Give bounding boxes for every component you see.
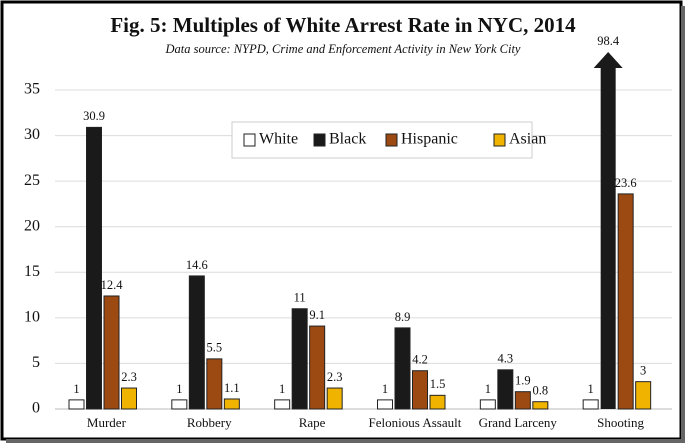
y-tick-label: 0 <box>32 400 40 417</box>
value-label: 1.5 <box>430 377 446 391</box>
y-tick-label: 30 <box>24 126 40 143</box>
bar <box>532 401 549 410</box>
value-label: 23.6 <box>615 176 637 190</box>
legend-swatch <box>385 133 398 147</box>
y-tick-label: 10 <box>24 309 40 326</box>
legend-label: White <box>259 131 298 148</box>
bar <box>274 399 291 410</box>
value-label: 3 <box>640 364 646 378</box>
legend-label: Black <box>329 131 366 148</box>
legend-swatch <box>243 133 256 147</box>
value-label: 98.4 <box>597 34 620 48</box>
value-label: 1 <box>73 382 79 396</box>
y-tick-label: 35 <box>24 81 40 98</box>
chart-title: Fig. 5: Multiples of White Arrest Rate i… <box>110 13 576 37</box>
value-label: 2.3 <box>327 370 343 384</box>
bar <box>429 394 446 410</box>
value-label: 12.4 <box>101 278 124 292</box>
bar <box>514 391 531 410</box>
value-label: 1.1 <box>224 381 240 395</box>
value-label: 1 <box>588 382 594 396</box>
bar <box>412 370 428 410</box>
value-label: 5.5 <box>207 341 223 355</box>
bar <box>121 387 137 410</box>
x-tick-label: Grand Larceny <box>479 415 558 430</box>
value-label: 4.3 <box>498 352 514 366</box>
bar <box>394 327 411 410</box>
value-label: 1 <box>279 382 285 396</box>
frame-shadow <box>681 6 685 442</box>
value-label: 2.3 <box>121 370 137 384</box>
legend-label: Asian <box>509 131 546 148</box>
value-label: 1.9 <box>515 374 531 388</box>
value-label: 4.2 <box>412 353 428 367</box>
value-label: 1 <box>382 382 388 396</box>
bar <box>593 52 623 409</box>
x-tick-label: Murder <box>87 415 127 430</box>
bar <box>326 387 343 410</box>
bar <box>497 369 514 410</box>
x-tick-label: Rape <box>299 415 326 430</box>
legend-box <box>231 121 533 159</box>
legend-swatch <box>493 133 506 147</box>
bar <box>86 126 102 410</box>
bar <box>188 275 205 410</box>
bar <box>223 398 240 410</box>
legend-swatch <box>313 133 326 147</box>
bar <box>635 381 652 410</box>
y-tick-label: 15 <box>24 263 40 280</box>
chart-subtitle: Data source: NYPD, Crime and Enforcement… <box>165 42 521 56</box>
bar <box>582 399 599 410</box>
x-tick-label: Felonious Assault <box>369 415 462 430</box>
value-label: 30.9 <box>83 109 105 123</box>
bar <box>68 399 85 410</box>
bar <box>479 399 496 410</box>
bar <box>617 193 634 410</box>
bar <box>291 308 308 410</box>
y-tick-label: 20 <box>24 217 40 234</box>
x-tick-label: Robbery <box>187 415 232 430</box>
value-label: 1 <box>176 382 182 396</box>
value-label: 1 <box>485 382 491 396</box>
value-label: 11 <box>294 291 306 305</box>
bar <box>206 358 223 410</box>
legend-label: Hispanic <box>401 131 458 148</box>
bar <box>377 399 393 410</box>
y-tick-label: 5 <box>32 354 40 371</box>
bar <box>309 325 326 410</box>
value-label: 14.6 <box>186 258 208 272</box>
value-label: 0.8 <box>533 384 549 398</box>
value-label: 8.9 <box>395 310 411 324</box>
bar <box>171 399 188 410</box>
frame-shadow <box>6 439 685 443</box>
value-label: 9.1 <box>309 308 325 322</box>
bar <box>103 295 120 410</box>
x-tick-label: Shooting <box>597 415 644 430</box>
y-tick-label: 25 <box>24 172 40 189</box>
